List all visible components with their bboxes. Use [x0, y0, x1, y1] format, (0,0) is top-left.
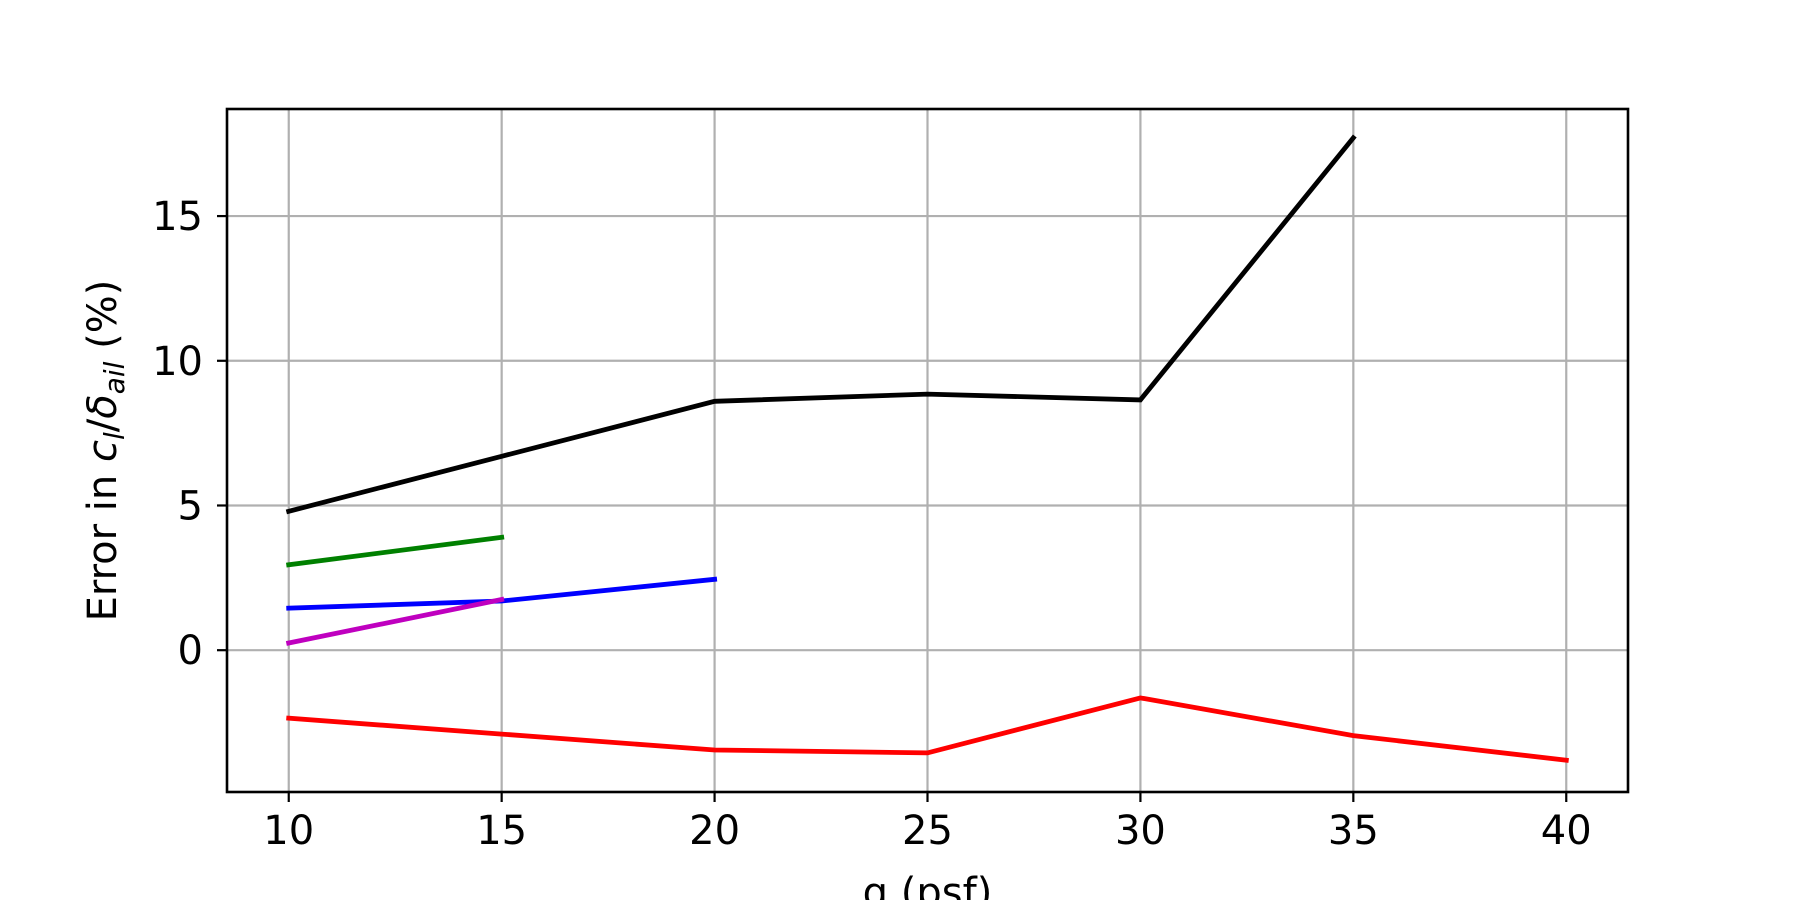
y-axis-label-slash: /	[80, 418, 126, 432]
y-tick-label: 5	[178, 483, 203, 529]
x-tick-label: 20	[689, 808, 740, 854]
y-axis-label: Error in cl/δail (%)	[80, 280, 131, 622]
y-axis-label-delta-symbol: δ	[80, 394, 126, 418]
series-line-1	[285, 134, 1357, 515]
x-tick-label: 35	[1328, 808, 1379, 854]
y-axis-label-delta-subscript: ail	[98, 361, 131, 394]
y-axis-label-suffix: (%)	[80, 280, 126, 362]
y-tick-label: 10	[152, 339, 203, 385]
y-axis-label-prefix: Error in	[80, 462, 126, 621]
series-line-2	[286, 534, 505, 568]
x-tick-label: 30	[1115, 808, 1166, 854]
series-group	[285, 134, 1569, 763]
series-line-4	[285, 596, 505, 646]
y-axis-label-c-symbol: c	[80, 440, 126, 462]
y-axis-label-c-subscript: l	[98, 432, 131, 440]
x-tick-label: 25	[902, 808, 953, 854]
y-tick-label: 15	[152, 194, 203, 240]
x-tick-label: 10	[263, 808, 314, 854]
x-axis-label: q (psf)	[863, 870, 993, 900]
ticks: 10 15 20 25 30 35 40 0 5 10 15	[152, 194, 1592, 854]
series-line-5	[286, 695, 1569, 763]
grid	[227, 109, 1628, 792]
y-tick-label: 0	[178, 628, 203, 674]
x-tick-label: 40	[1541, 808, 1592, 854]
x-tick-label: 15	[476, 808, 527, 854]
